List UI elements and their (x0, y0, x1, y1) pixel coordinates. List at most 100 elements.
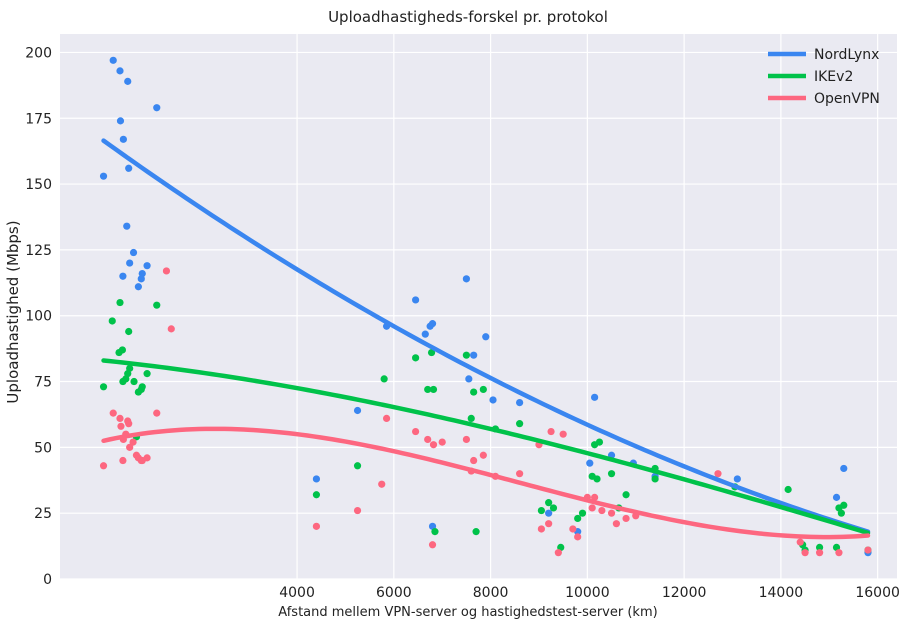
openvpn-point (835, 549, 843, 557)
ikev2-point (607, 470, 616, 478)
openvpn-point (516, 470, 524, 478)
ikev2-point (427, 348, 436, 357)
openvpn-point (153, 409, 161, 417)
nordlynx-point (138, 269, 146, 278)
openvpn-point (574, 533, 582, 541)
ikev2-point (431, 528, 439, 536)
ikev2-point (578, 509, 587, 517)
openvpn-point (598, 506, 606, 515)
openvpn-trend-line (101, 426, 871, 540)
trend-lines (101, 138, 871, 540)
ikev2-point (545, 499, 553, 507)
openvpn-point (99, 462, 108, 470)
y-tick-label: 175 (25, 111, 52, 127)
ikev2-point (380, 375, 388, 383)
nordlynx-point (489, 396, 497, 404)
openvpn-point (117, 422, 125, 430)
ikev2-point (549, 504, 558, 512)
openvpn-point (109, 409, 117, 417)
ikev2-point (424, 385, 432, 394)
nordlynx-point (134, 283, 142, 291)
ikev2-point (143, 370, 151, 378)
ikev2-point (479, 385, 487, 394)
openvpn-point (438, 438, 446, 446)
ikev2-point (412, 354, 420, 362)
nordlynx-point (123, 222, 131, 230)
ikev2-point (593, 475, 601, 483)
ikev2-point (784, 485, 792, 494)
ikev2-point (467, 414, 475, 422)
ikev2-point (153, 301, 161, 309)
openvpn-point (591, 493, 599, 501)
nordlynx-point (516, 398, 524, 407)
nordlynx-point (412, 296, 420, 304)
ikev2-point (595, 438, 604, 446)
openvpn-point (547, 427, 555, 436)
x-tick-label: 12000 (662, 585, 707, 601)
nordlynx-point (421, 330, 429, 338)
openvpn-point (796, 538, 804, 546)
x-tick-label: 8000 (473, 585, 509, 601)
openvpn-point (622, 514, 630, 523)
openvpn-point (125, 420, 133, 428)
openvpn-point (801, 549, 809, 557)
openvpn-point (162, 267, 171, 275)
nordlynx-point (428, 320, 437, 328)
ikev2-point (353, 462, 362, 470)
openvpn-point (424, 435, 432, 444)
openvpn-point (462, 435, 471, 444)
openvpn-point (412, 427, 420, 436)
nordlynx-point (462, 275, 471, 283)
openvpn-point (537, 525, 545, 533)
nordlynx-point (129, 248, 138, 257)
ikev2-point (125, 327, 133, 336)
ikev2-point (462, 351, 471, 359)
openvpn-point (167, 325, 175, 333)
openvpn-point (612, 520, 620, 528)
nordlynx-point (125, 164, 133, 172)
openvpn-point (119, 456, 127, 465)
openvpn-point (428, 541, 437, 549)
plot-area (60, 34, 897, 579)
nordlynx-point (840, 464, 848, 473)
y-axis-label: Uploadhastighed (Mbps) (4, 220, 22, 403)
nordlynx-point (109, 56, 117, 64)
ikev2-point (574, 514, 582, 523)
y-tick-label: 50 (34, 440, 52, 456)
ikev2-point (99, 383, 108, 391)
openvpn-point (864, 546, 872, 554)
openvpn-point (353, 506, 362, 515)
openvpn-point (378, 480, 386, 488)
ikev2-point (815, 543, 824, 552)
y-tick-label: 100 (25, 309, 52, 325)
ikev2-legend-label: IKEv2 (814, 69, 853, 85)
nordlynx-point (126, 259, 134, 267)
nordlynx-point (153, 104, 161, 112)
nordlynx-point (733, 475, 741, 483)
ikev2-point (651, 475, 659, 483)
openvpn-point (129, 438, 137, 446)
ikev2-point (837, 509, 845, 517)
nordlynx-point (116, 67, 124, 75)
data-points (99, 56, 872, 557)
nordlynx-point (312, 475, 321, 483)
openvpn-point (382, 414, 391, 422)
ikev2-point (516, 420, 524, 428)
openvpn-legend-label: OpenVPN (814, 91, 880, 107)
openvpn-point (429, 441, 438, 449)
nordlynx-trend-line (101, 138, 871, 534)
chart-title: Uploadhastigheds-forskel pr. protokol (328, 8, 608, 26)
openvpn-point (312, 522, 321, 530)
nordlynx-point (124, 77, 132, 85)
ikev2-point (126, 364, 134, 372)
openvpn-point (714, 470, 722, 478)
nordlynx-point (465, 375, 473, 383)
x-tick-label: 10000 (565, 585, 610, 601)
ikev2-point (622, 491, 630, 499)
openvpn-point (470, 456, 478, 465)
nordlynx-point (116, 117, 125, 125)
openvpn-point (815, 549, 824, 557)
x-tick-label: 4000 (279, 585, 315, 601)
nordlynx-point (545, 509, 553, 517)
